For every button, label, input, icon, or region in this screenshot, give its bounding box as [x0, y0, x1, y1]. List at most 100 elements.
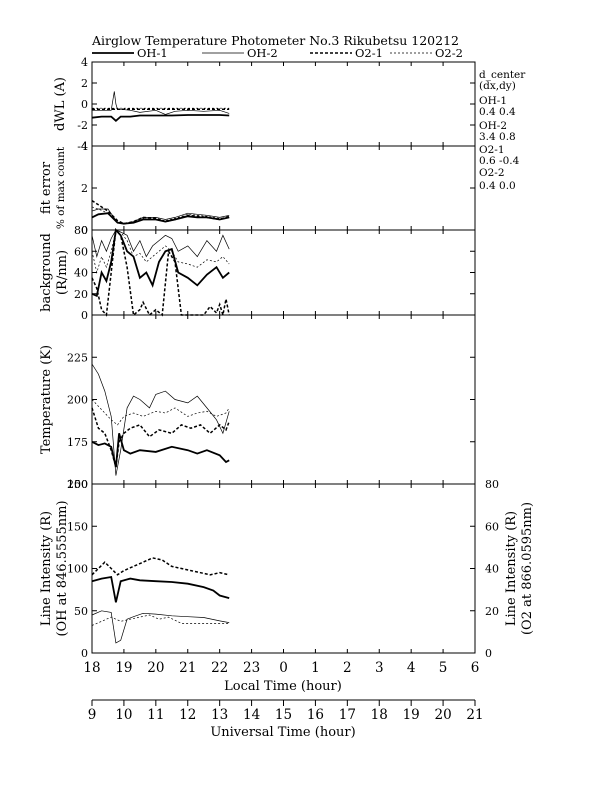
x2-tick-label: 11	[147, 707, 164, 723]
x-tick-label: 2	[343, 660, 352, 676]
y-tick-label: 80	[74, 224, 88, 237]
d-center-name: OH-2	[479, 120, 507, 132]
x-axis: 18 19 20 21 22 23 0 1 2 3 4 5 69 10 11 12 13 14 15 16 17 18 19…	[83, 660, 483, 723]
x-tick-label: 20	[147, 660, 164, 676]
y2-tick-label: 80	[485, 478, 499, 491]
y-tick-label: 4	[81, 56, 88, 69]
x-tick-label: 1	[311, 660, 320, 676]
y2-tick-label: 20	[485, 605, 499, 618]
legend-label-o2-1: O2-1	[355, 46, 383, 60]
series-int-oh-2	[91, 610, 230, 644]
y-axis-label-2: (OH at 846.5555nm)	[55, 500, 70, 636]
x2-tick-label: 20	[434, 707, 451, 723]
y-tick-label: 0	[81, 309, 88, 322]
panel-frame	[91, 314, 476, 485]
x2-tick-label: 15	[275, 707, 292, 723]
legend-label-oh-2: OH-2	[247, 46, 278, 60]
y-axis-label: Line Intensity (R)	[39, 511, 54, 626]
chart-title: Airglow Temperature Photometer No.3 Riku…	[91, 33, 459, 48]
d-center-value: 3.4 0.8	[479, 131, 516, 143]
d-center-name: O2-2	[479, 167, 505, 179]
legend: OH-1 OH-2 O2-1 O2-2	[92, 46, 463, 60]
y-axis-label: fit error	[39, 161, 54, 214]
y-axis-label-2: (R/nm)	[55, 250, 70, 295]
series-bg-o2-1	[91, 228, 230, 317]
y-tick-label: 100	[67, 563, 88, 576]
x-tick-label: 23	[243, 660, 260, 676]
x-tick-label: 3	[375, 660, 384, 676]
x2-tick-label: 10	[115, 707, 132, 723]
x-tick-label: 5	[439, 660, 448, 676]
d-center-value: 0.4 0.4	[479, 106, 516, 118]
legend-label-o2-2: O2-2	[435, 46, 463, 60]
y-tick-label: 150	[67, 478, 88, 491]
x-tick-label: 22	[211, 660, 228, 676]
y2-axis-label: Line Intensity (R)	[504, 511, 519, 626]
series-temp-o2-1	[91, 407, 230, 468]
x2-tick-label: 17	[339, 707, 356, 723]
series-dwl-oh-2	[92, 91, 230, 115]
series-temp-oh-2	[91, 363, 230, 476]
series-fit-o2-2	[91, 206, 230, 225]
panel-frame	[91, 61, 476, 147]
y2-axis-label-2: (O2 at 866.0595nm)	[520, 502, 535, 635]
d-center-value: 0.6 -0.4	[479, 155, 520, 167]
x2-tick-label: 13	[211, 707, 228, 723]
y2-tick-label: 40	[485, 563, 499, 576]
y-tick-label: 40	[74, 267, 88, 280]
series-int-o2-1	[91, 557, 230, 576]
y-tick-label: 2	[81, 182, 88, 195]
x2-tick-label: 16	[307, 707, 324, 723]
y-tick-label: 150	[67, 520, 88, 533]
x2-tick-label: 9	[88, 707, 97, 723]
series-bg-oh-1	[91, 227, 230, 298]
y-tick-label: -4	[77, 140, 88, 153]
legend-label-oh-1: OH-1	[137, 46, 168, 60]
series-fit-o2-1	[91, 199, 230, 225]
series-dwl-oh-1	[91, 114, 230, 123]
d-center-annotation: d_center(dx,dy)OH-10.4 0.4OH-23.4 0.8O2-…	[479, 69, 526, 192]
d-center-name: O2-1	[479, 144, 505, 156]
x-tick-label: 18	[83, 660, 100, 676]
x-tick-label: 4	[407, 660, 416, 676]
x-tick-label: 0	[279, 660, 288, 676]
d-center-subtitle: (dx,dy)	[479, 80, 516, 92]
x2-tick-label: 18	[371, 707, 388, 723]
x-tick-label: 19	[115, 660, 132, 676]
series-bg-oh-2	[91, 229, 230, 258]
panel-fit: 4 2 0 fit error% of max count	[39, 140, 476, 237]
x2-tick-label: 14	[243, 707, 260, 723]
panel-bg: 80 60 40 20 0 background (R/nm)	[39, 224, 476, 322]
y-tick-label: -2	[77, 119, 88, 132]
y-tick-label: 0	[81, 98, 88, 111]
x2-tick-label: 19	[403, 707, 420, 723]
x-tick-label: 6	[471, 660, 480, 676]
y-axis-label: Temperature (K)	[39, 345, 54, 454]
panel-frame	[91, 229, 476, 316]
d-center-value: 0.4 0.0	[479, 180, 516, 192]
y-tick-label: 200	[67, 478, 88, 491]
x2-tick-label: 21	[466, 707, 483, 723]
x2-axis-label: Universal Time (hour)	[210, 725, 355, 740]
y2-tick-label: 60	[485, 520, 499, 533]
panel-dwl: 4 2 0 -2 -4 dWL (A)	[53, 56, 476, 153]
series-int-oh-1	[91, 575, 230, 603]
d-center-title: d_center	[479, 69, 526, 81]
series-temp-o2-2	[91, 399, 230, 426]
y-tick-label: 0	[81, 647, 88, 660]
y-tick-label: 4	[81, 140, 88, 153]
y-tick-label: 175	[67, 436, 88, 449]
y-axis-label: background	[39, 233, 54, 312]
panel-frame	[91, 483, 476, 654]
y2-tick-label: 0	[485, 647, 492, 660]
y-tick-label: 20	[74, 288, 88, 301]
y-tick-label: 0	[81, 224, 88, 237]
d-center-name: OH-1	[479, 95, 507, 107]
y-tick-label: 2	[81, 77, 88, 90]
y-tick-label: 60	[74, 245, 88, 258]
y-axis-label: dWL (A)	[53, 77, 68, 131]
x2-tick-label: 12	[179, 707, 196, 723]
x-axis-label: Local Time (hour)	[224, 679, 342, 694]
